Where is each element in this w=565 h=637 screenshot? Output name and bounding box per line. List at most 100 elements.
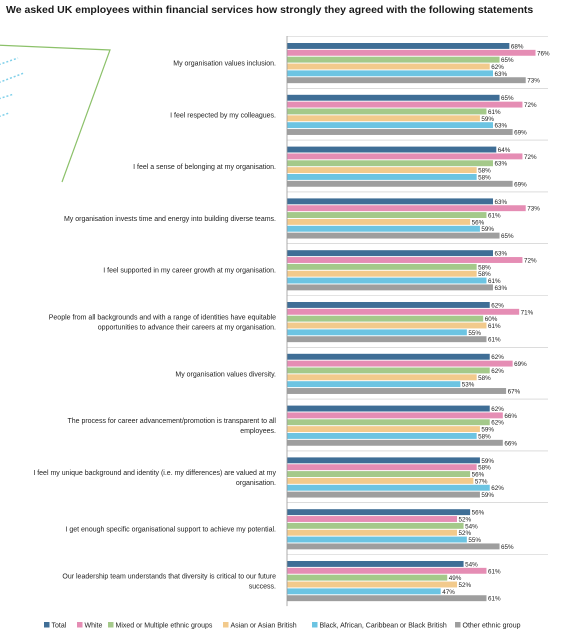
data-label: 54%	[465, 523, 478, 530]
bar	[287, 477, 474, 484]
data-label: 61%	[488, 596, 501, 603]
data-label: 62%	[491, 485, 504, 492]
bar	[287, 374, 477, 381]
data-label: 47%	[442, 589, 455, 596]
bar	[287, 329, 467, 336]
data-label: 69%	[514, 361, 527, 368]
bar-group: I feel respected by my colleagues. 65% 72%…	[170, 88, 548, 136]
data-label: 66%	[504, 440, 517, 447]
bar-group: My organisation invests time and energy …	[64, 191, 548, 240]
data-label: 73%	[527, 206, 540, 213]
category-label: I feel respected by my colleagues.	[170, 112, 276, 119]
category-label: The process for career advancement/promo…	[67, 418, 276, 435]
bar	[287, 225, 480, 232]
data-label: 53%	[462, 382, 475, 389]
category-label-line: I feel respected by my colleagues.	[170, 112, 276, 119]
decor-dash-line	[0, 57, 19, 66]
data-label: 55%	[468, 537, 481, 544]
legend: Total White Mixed or Multiple ethnic group…	[44, 622, 521, 630]
category-label-line: My organisation values inclusion.	[173, 60, 276, 67]
data-label: 62%	[491, 420, 504, 427]
legend-label: Black, African, Caribbean or Black Briti…	[320, 623, 447, 630]
bar	[287, 367, 490, 374]
data-label: 62%	[491, 406, 504, 413]
bar-group: My organisation values inclusion. 68% 76% 6…	[173, 36, 550, 85]
bar-groups: My organisation values inclusion. 68% 76% 6…	[33, 36, 550, 607]
data-label: 59%	[481, 116, 494, 123]
bar	[287, 284, 494, 291]
bar	[287, 426, 480, 433]
category-label-line: success.	[249, 584, 276, 591]
bar-group: The process for career advancement/promo…	[67, 398, 548, 447]
chart-title: We asked UK employees within financial s…	[6, 4, 533, 16]
category-label-line: I get enough specific organisational sup…	[65, 527, 276, 534]
bar	[287, 77, 526, 84]
bar	[287, 336, 487, 343]
legend-item: Other ethnic group	[455, 622, 521, 630]
data-label: 52%	[459, 530, 472, 537]
data-label: 63%	[495, 161, 508, 168]
legend-item: White	[77, 622, 103, 630]
data-label: 72%	[524, 154, 537, 161]
data-label: 65%	[501, 544, 514, 551]
bar	[287, 277, 487, 284]
bar	[287, 218, 471, 225]
bar	[287, 146, 497, 153]
data-label: 59%	[481, 226, 494, 233]
category-label: I feel my unique background and identity…	[33, 470, 276, 487]
data-label: 56%	[472, 510, 485, 517]
category-label: I feel a sense of belonging at my organi…	[133, 164, 276, 171]
bar-group: Our leadership team understands that div…	[62, 554, 548, 603]
data-label: 61%	[488, 337, 501, 344]
data-label: 58%	[478, 271, 491, 278]
legend-swatch	[223, 622, 229, 628]
bar	[287, 388, 507, 394]
data-label: 62%	[491, 368, 504, 375]
bar	[287, 160, 494, 167]
bar	[287, 588, 441, 595]
category-label-line: I feel my unique background and identity…	[33, 470, 276, 477]
data-label: 59%	[481, 492, 494, 499]
data-label: 62%	[491, 64, 504, 71]
bar	[287, 529, 458, 536]
bar	[287, 567, 487, 574]
data-label: 69%	[514, 129, 527, 136]
bar	[287, 308, 520, 315]
category-label-line: The process for career advancement/promo…	[67, 418, 276, 425]
bar-group: My organisation values diversity. 62% 69% 6…	[175, 346, 548, 395]
data-label: 59%	[481, 458, 494, 465]
category-label: I feel supported in my career growth at …	[103, 268, 276, 275]
bar	[287, 405, 490, 412]
data-label: 60%	[485, 316, 498, 323]
data-label: 63%	[495, 285, 508, 292]
bar	[287, 70, 494, 77]
legend-label: Other ethnic group	[463, 623, 521, 630]
data-label: 49%	[449, 575, 462, 582]
data-label: 61%	[488, 278, 501, 285]
bar-group: I feel supported in my career growth at …	[103, 243, 548, 292]
bar	[287, 174, 477, 180]
bar	[287, 63, 490, 70]
bar	[287, 322, 487, 329]
data-label: 72%	[524, 257, 537, 264]
bar	[287, 180, 513, 187]
category-label: Our leadership team understands that div…	[62, 573, 276, 590]
bar	[287, 49, 536, 56]
data-label: 58%	[478, 465, 491, 472]
decor-dash-line	[0, 72, 25, 83]
bar	[287, 302, 490, 308]
legend-label: White	[85, 623, 103, 630]
category-label-line: My organisation invests time and energy …	[64, 216, 276, 223]
bar	[287, 167, 477, 174]
data-label: 57%	[475, 478, 488, 485]
bar-group: I get enough specific organisational sup…	[65, 502, 548, 551]
data-label: 52%	[459, 582, 472, 589]
bar	[287, 315, 484, 322]
bar-group: People from all backgrounds and with a r…	[49, 295, 548, 344]
bar	[287, 509, 471, 516]
decor-dash-line	[0, 112, 10, 118]
bar	[287, 263, 477, 270]
bar	[287, 574, 448, 581]
category-label: My organisation invests time and energy …	[64, 216, 276, 223]
